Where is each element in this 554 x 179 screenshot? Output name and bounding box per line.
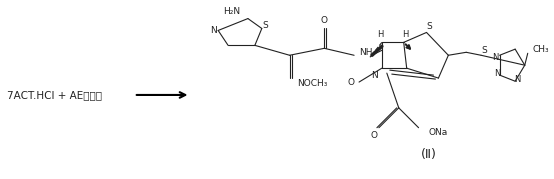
Text: NOCH₃: NOCH₃ <box>297 79 328 88</box>
Text: N: N <box>372 71 378 80</box>
Text: O: O <box>321 16 328 25</box>
Text: CH₃: CH₃ <box>533 45 550 54</box>
Text: H: H <box>403 30 409 39</box>
Text: H: H <box>377 30 383 39</box>
Text: S: S <box>481 46 487 55</box>
Text: N: N <box>210 26 217 35</box>
Text: NH: NH <box>359 48 372 57</box>
Text: O: O <box>371 131 377 140</box>
Text: S: S <box>427 22 432 31</box>
Text: S: S <box>262 21 268 30</box>
Text: H₂N: H₂N <box>223 7 240 16</box>
Text: (Ⅱ): (Ⅱ) <box>420 148 437 161</box>
Text: N: N <box>493 53 499 62</box>
Text: ONa: ONa <box>428 128 448 137</box>
Text: O: O <box>347 78 355 87</box>
Text: N: N <box>495 69 501 78</box>
Text: 7ACT.HCl + AE活性脂: 7ACT.HCl + AE活性脂 <box>7 90 102 100</box>
Text: N: N <box>514 75 520 84</box>
